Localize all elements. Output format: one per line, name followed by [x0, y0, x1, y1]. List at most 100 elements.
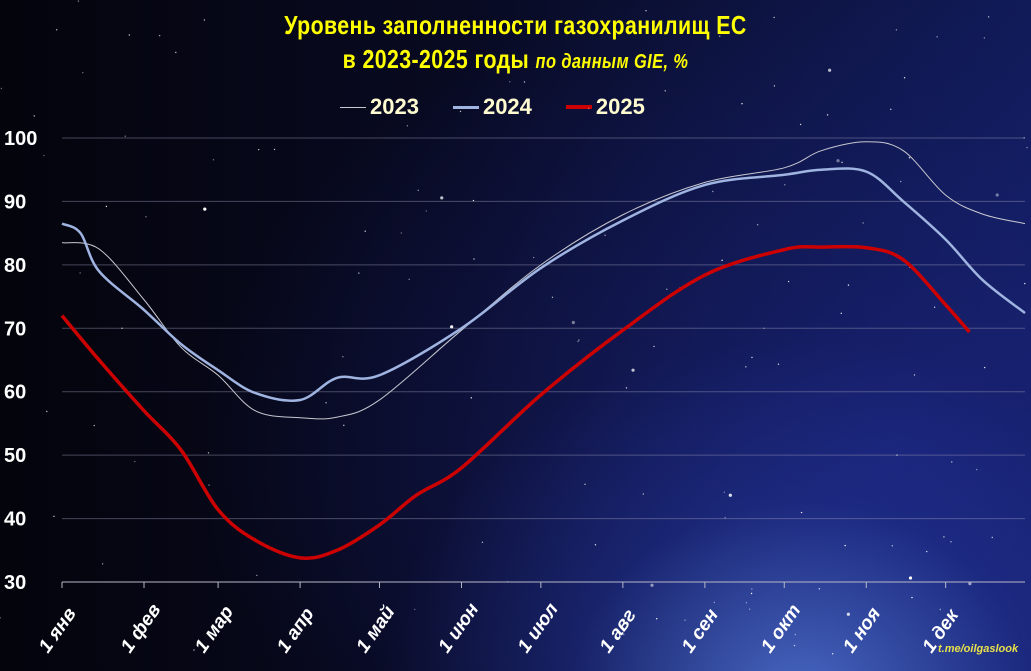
star	[473, 258, 475, 260]
star	[777, 363, 780, 365]
star	[203, 19, 206, 21]
star	[158, 34, 161, 37]
star	[33, 115, 35, 117]
star	[342, 356, 344, 358]
star	[1023, 137, 1025, 139]
star	[787, 280, 790, 283]
star	[745, 601, 748, 604]
chart-subtitle-line: в 2023-2025 годы по данным GIE, %	[93, 44, 938, 75]
x-tick-label: 1 окт	[757, 601, 805, 657]
star	[713, 601, 716, 604]
star	[124, 135, 126, 137]
star	[577, 340, 579, 343]
star	[509, 81, 511, 83]
legend-item-2025: 2025	[565, 94, 645, 120]
legend-swatch-2023	[340, 106, 366, 108]
star	[748, 608, 751, 610]
star	[203, 207, 207, 211]
star	[523, 81, 526, 83]
star	[745, 366, 747, 368]
y-tick-label: 90	[4, 191, 26, 213]
star	[933, 306, 936, 308]
star	[101, 563, 104, 565]
star	[794, 633, 797, 636]
star	[712, 190, 714, 193]
star	[913, 374, 916, 376]
star	[406, 125, 409, 127]
star	[891, 545, 893, 547]
star	[46, 410, 48, 413]
star	[414, 608, 416, 611]
star	[895, 29, 898, 31]
legend-label-2024: 2024	[482, 94, 532, 119]
x-tick-label: 1 сен	[678, 605, 723, 657]
star	[908, 157, 911, 159]
star	[212, 159, 215, 161]
star	[666, 288, 668, 291]
y-tick-label: 80	[4, 255, 26, 277]
star	[93, 424, 95, 427]
star	[728, 493, 732, 497]
star	[551, 296, 554, 298]
star	[594, 544, 597, 546]
star	[896, 454, 898, 456]
y-tick-label: 30	[4, 572, 26, 594]
legend-swatch-2024	[452, 105, 479, 109]
star	[43, 154, 45, 157]
star	[890, 108, 892, 111]
star	[79, 272, 81, 274]
star	[625, 387, 628, 389]
star	[82, 71, 84, 74]
star	[939, 608, 941, 611]
star	[105, 205, 108, 208]
star	[840, 312, 842, 315]
x-tick-label: 1 янв	[35, 604, 81, 657]
star	[584, 483, 586, 486]
star	[908, 576, 913, 580]
star	[325, 402, 327, 404]
star	[773, 16, 775, 19]
star	[741, 103, 743, 105]
star	[400, 232, 403, 234]
star	[55, 29, 58, 31]
star	[1024, 282, 1026, 285]
star	[470, 397, 472, 399]
star	[983, 37, 986, 39]
legend-swatch-2025	[565, 105, 592, 109]
star	[818, 588, 821, 590]
star	[653, 345, 655, 348]
star	[995, 193, 999, 197]
legend: 2023 2024 2025	[340, 94, 645, 120]
star	[128, 34, 131, 36]
star	[273, 148, 276, 151]
star	[1026, 146, 1028, 149]
star	[943, 536, 945, 538]
star	[664, 90, 666, 92]
star	[750, 592, 753, 595]
star	[991, 536, 993, 539]
star	[631, 368, 635, 372]
star	[763, 327, 765, 330]
series-line-2024	[61, 167, 1026, 402]
y-tick-label: 60	[4, 382, 26, 404]
star	[425, 60, 427, 62]
star	[532, 256, 535, 259]
star	[793, 644, 796, 647]
series-line-2025	[60, 244, 971, 561]
star	[578, 339, 580, 341]
star	[145, 216, 147, 218]
star	[800, 511, 803, 514]
star	[846, 612, 850, 616]
star	[623, 633, 625, 636]
watermark: t.me/oilgaslook	[938, 643, 1019, 655]
star	[724, 517, 726, 519]
x-tick-label: 1 мар	[191, 602, 238, 657]
star	[903, 77, 906, 79]
star	[0, 87, 3, 90]
star	[862, 222, 864, 224]
star	[417, 189, 419, 191]
star	[799, 123, 802, 126]
star	[968, 582, 972, 586]
y-tick-label: 100	[4, 128, 37, 150]
